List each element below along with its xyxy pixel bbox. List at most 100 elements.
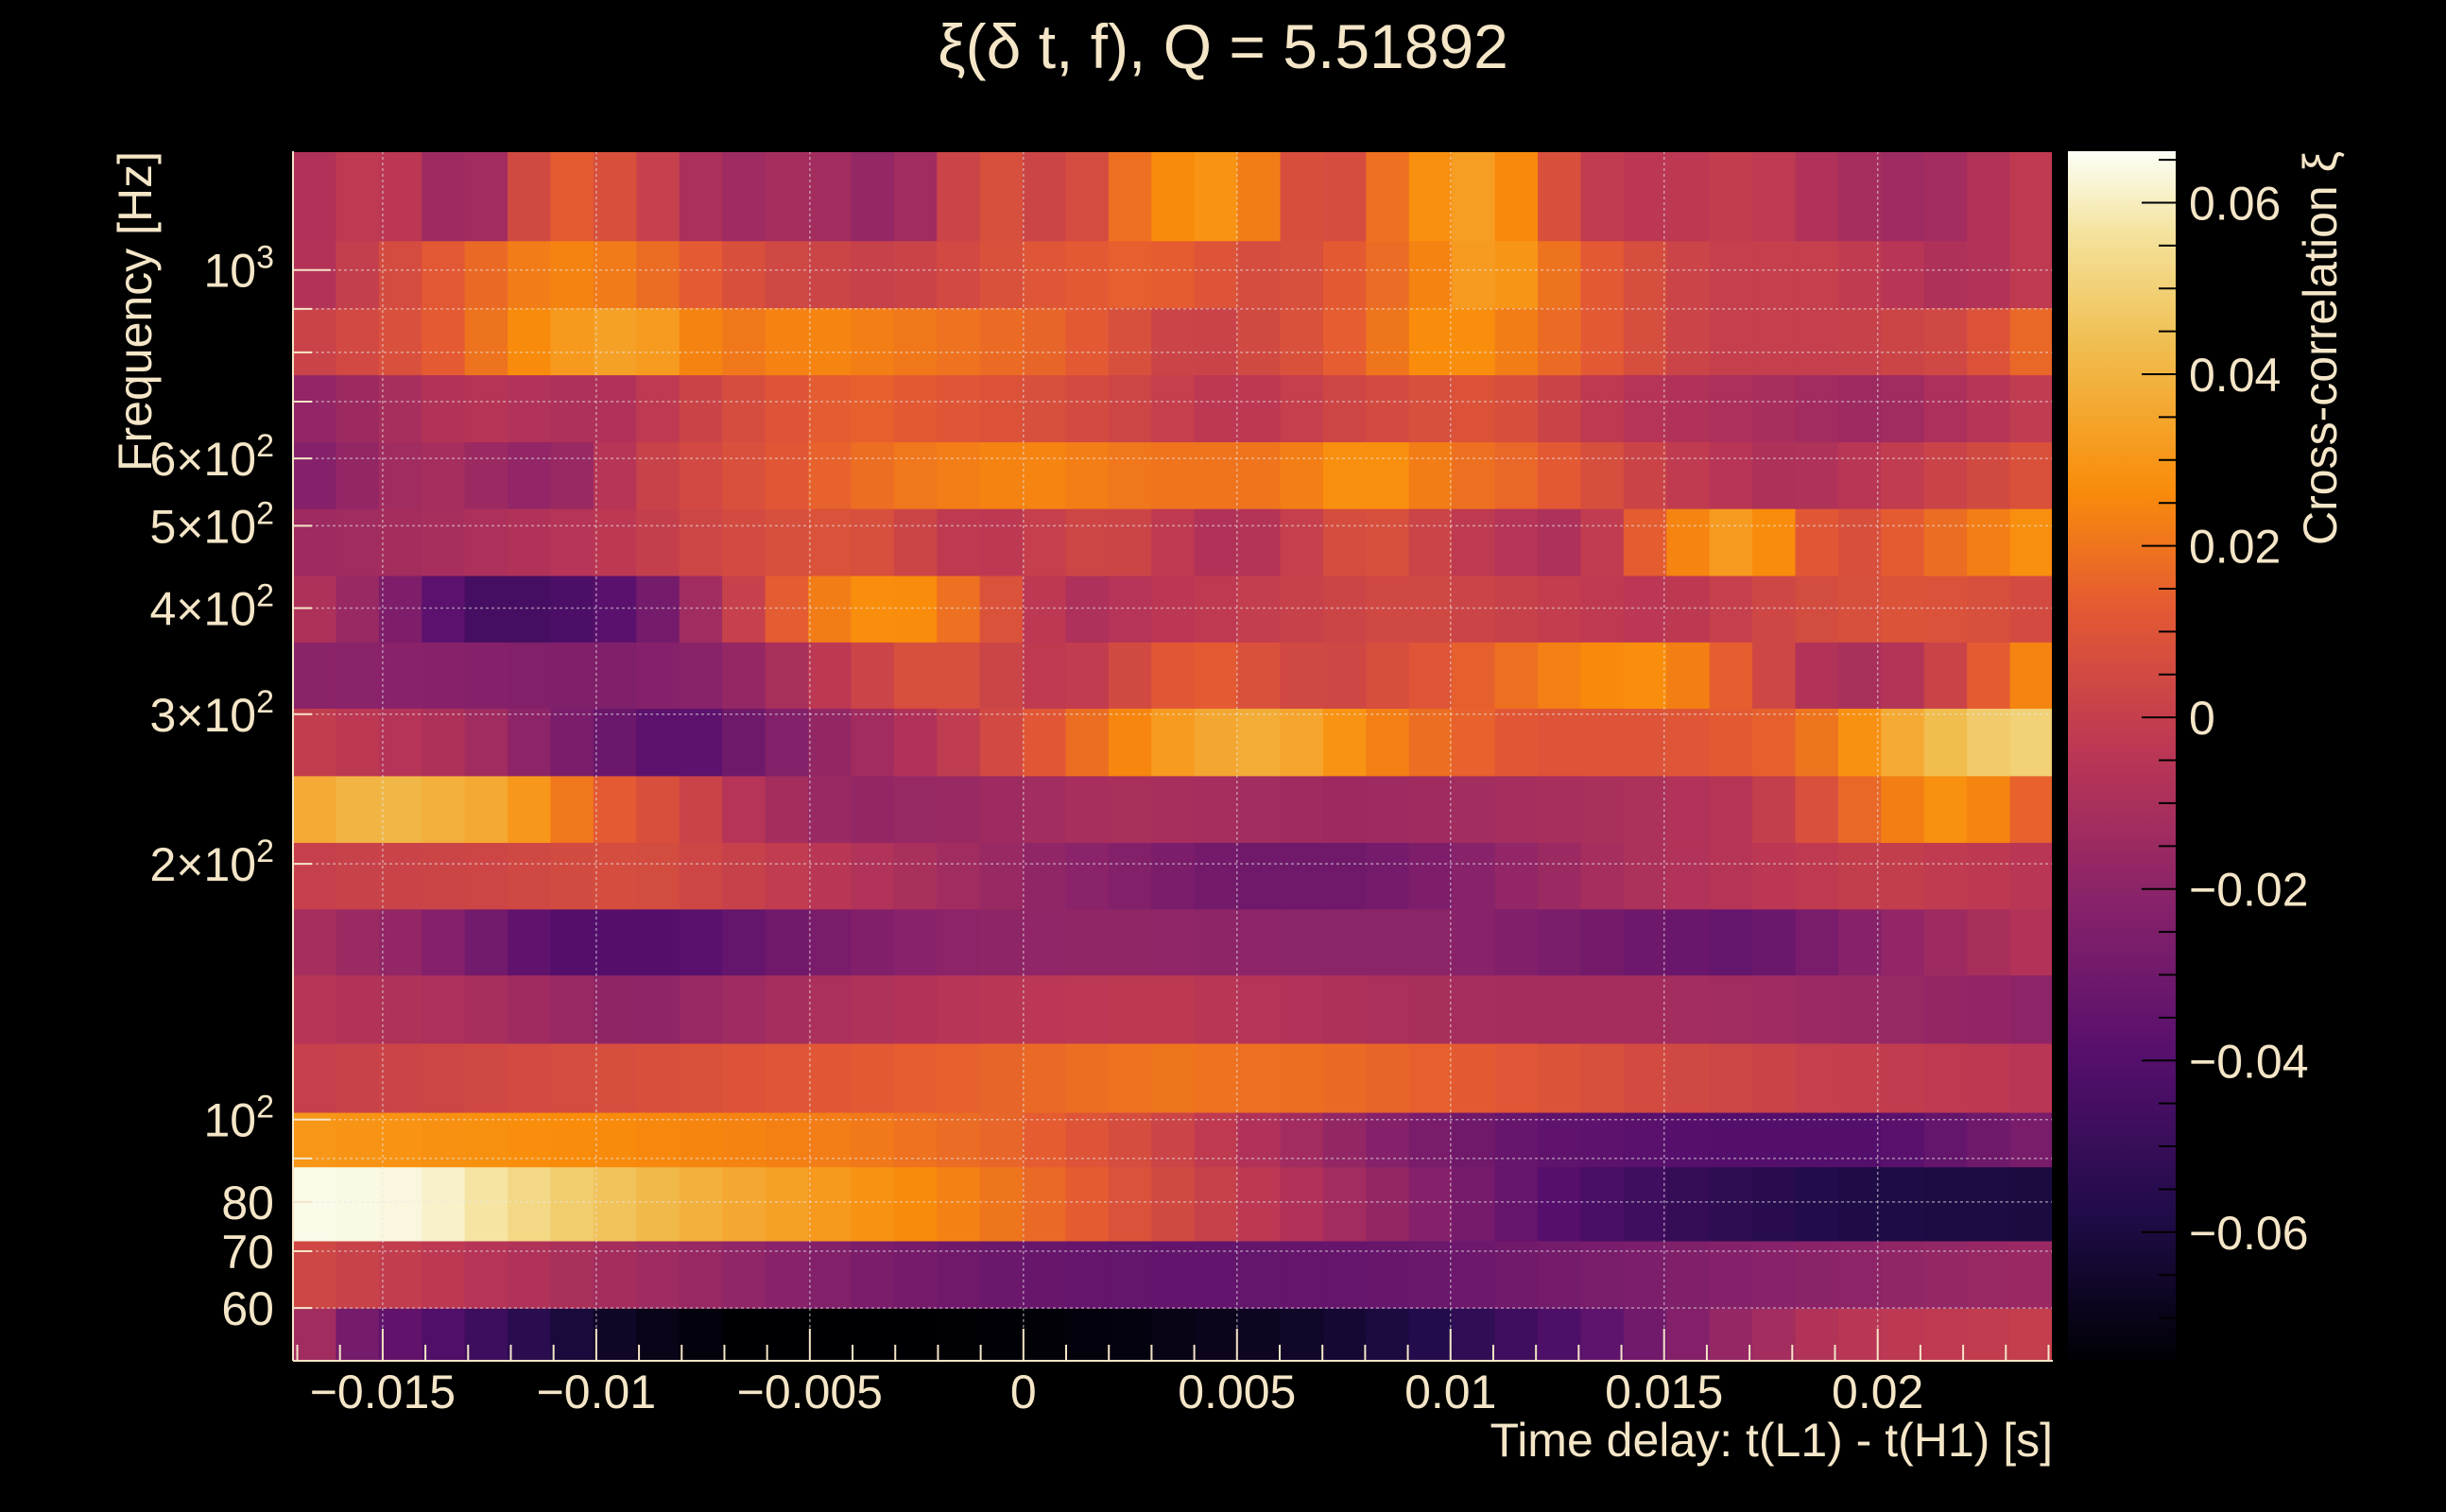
heatmap-cell [1151,974,1196,1044]
heatmap-cell [1194,642,1238,709]
heatmap-cell [2009,151,2054,242]
heatmap-cell [1194,508,1238,576]
heatmap-cell [1837,1240,1882,1309]
heatmap-cell [1666,1166,1711,1242]
heatmap-cell [1065,842,1110,910]
heatmap-cell [1881,1308,1925,1362]
heatmap-cell [1752,1240,1797,1309]
heatmap-cell [1881,441,1925,509]
heatmap-cell [336,775,380,843]
heatmap-cell [464,842,508,910]
heatmap-cell [508,642,552,709]
heatmap-cell [1923,307,1968,376]
colorbar-tick-label: 0.04 [2189,349,2281,402]
heatmap-cell [851,441,895,509]
heatmap-cell [1280,240,1324,309]
heatmap-cell [2009,441,2054,509]
heatmap-cell [807,374,852,442]
heatmap-cell [550,575,594,643]
heatmap-cell [1580,1308,1625,1362]
heatmap-cell [1194,1308,1238,1362]
heatmap-cell [1967,575,2011,643]
heatmap-cell [1837,1042,1882,1113]
heatmap-cell [550,708,594,777]
heatmap-cell [893,1042,938,1113]
heatmap-cell [1194,775,1238,843]
heatmap-cell [1580,842,1625,910]
heatmap-cell [550,508,594,576]
heatmap-cell [1538,1166,1582,1242]
heatmap-cell [550,307,594,376]
heatmap-cell [336,441,380,509]
heatmap-cell [1623,307,1667,376]
heatmap-cell [893,374,938,442]
heatmap-cell [636,708,680,777]
heatmap-cell [979,974,1024,1044]
heatmap-cell [1151,1308,1196,1362]
heatmap-cell [1108,441,1152,509]
y-tick-label: 60 [221,1282,274,1335]
heatmap-cell [1108,508,1152,576]
heatmap-cell [1237,842,1282,910]
heatmap-cell [2009,642,2054,709]
heatmap-cell [1322,1042,1367,1113]
heatmap-cell [1108,908,1152,976]
heatmap-cell [1709,1042,1753,1113]
heatmap-cell [1580,908,1625,976]
heatmap-cell [893,151,938,242]
heatmap-cell [1322,508,1367,576]
heatmap-cell [1452,374,1496,442]
heatmap-cell [937,1166,981,1242]
heatmap-cell [464,1240,508,1309]
heatmap-cell [1967,1308,2011,1362]
heatmap-cell [1666,374,1711,442]
heatmap-cell [1580,374,1625,442]
heatmap-cell [807,1166,852,1242]
heatmap-cell [979,374,1024,442]
heatmap-cell [1494,708,1539,777]
heatmap-cell [1322,1166,1367,1242]
heatmap-cell [1795,1308,1839,1362]
heatmap-cell [1494,307,1539,376]
heatmap-cell [508,1042,552,1113]
heatmap-cell [807,908,852,976]
heatmap-cell [378,575,422,643]
heatmap-cell [293,374,337,442]
heatmap-cell [1538,240,1582,309]
heatmap-cell [1280,307,1324,376]
heatmap-cell [851,1308,895,1362]
heatmap-cell [979,575,1024,643]
heatmap-cell [851,842,895,910]
heatmap-cell [1752,908,1797,976]
heatmap-cell [593,842,637,910]
heatmap-cell [1494,508,1539,576]
heatmap-cell [336,842,380,910]
heatmap-cell [2009,1166,2054,1242]
heatmap-cell [1322,642,1367,709]
heatmap-cell [807,1308,852,1362]
heatmap-cell [636,374,680,442]
heatmap-cell [1623,642,1667,709]
heatmap-cell [1108,240,1152,309]
heatmap-cell [464,1042,508,1113]
heatmap-cell [1366,508,1410,576]
heatmap-cell [293,508,337,576]
heatmap-cell [593,708,637,777]
heatmap-cell [722,1166,767,1242]
heatmap-cell [937,842,981,910]
heatmap-cell [2009,575,2054,643]
colorbar [2068,151,2176,1361]
heatmap-cell [1237,708,1282,777]
heatmap-cell [1837,908,1882,976]
heatmap-cell [1623,1042,1667,1113]
heatmap-cell [1194,240,1238,309]
heatmap-cell [1322,151,1367,242]
heatmap-cell [1452,441,1496,509]
heatmap-cell [1666,775,1711,843]
heatmap-cell [293,307,337,376]
heatmap-cell [1709,1166,1753,1242]
heatmap-cell [1837,775,1882,843]
heatmap-cell [851,374,895,442]
heatmap-cell [1795,974,1839,1044]
heatmap-cell [1023,374,1067,442]
